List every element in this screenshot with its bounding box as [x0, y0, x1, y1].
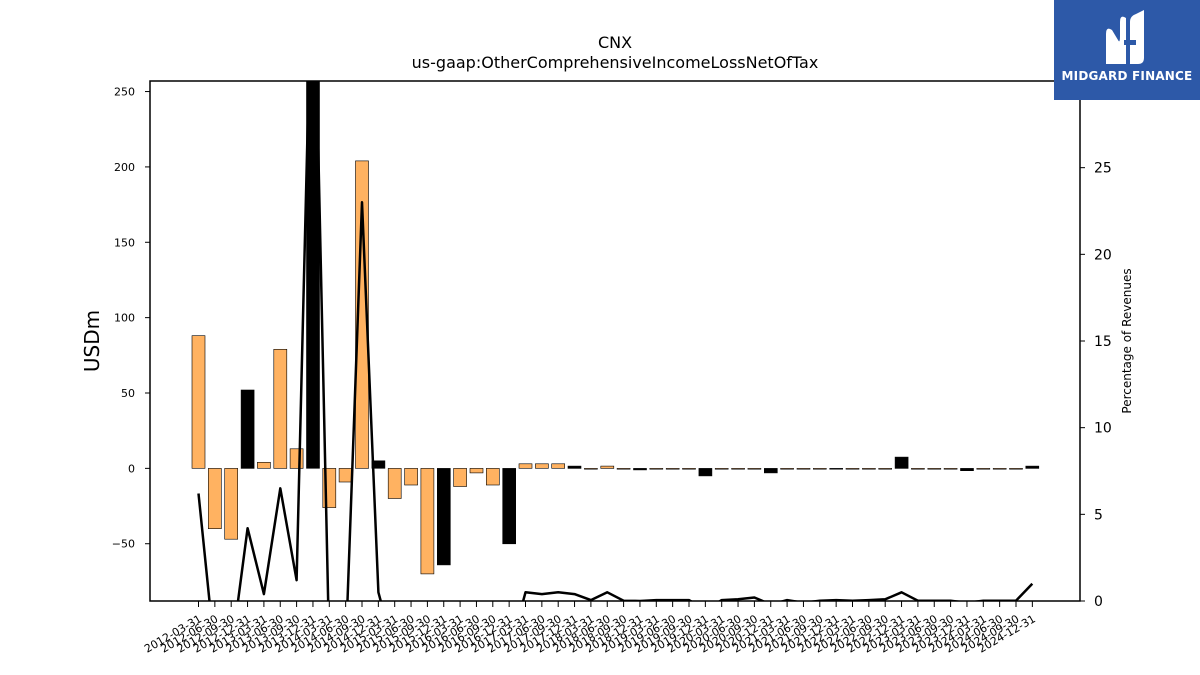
bar [633, 468, 647, 471]
bar [338, 468, 353, 483]
line-group [197, 81, 1034, 601]
y-tick-label: 150 [114, 236, 135, 249]
bar [224, 468, 238, 540]
x-axis: 2012-03-312012-06-302012-09-302012-12-31… [142, 601, 1038, 656]
bar [453, 468, 467, 487]
logo: MIDGARD FINANCE [1054, 0, 1200, 100]
bar [796, 468, 811, 470]
bar [1009, 468, 1023, 470]
y-tick-label: 250 [114, 86, 135, 99]
bar [649, 468, 664, 470]
bar [191, 335, 206, 469]
y-tick-label: −50 [112, 538, 135, 551]
y2-tick-label: 5 [1094, 507, 1103, 523]
y2-tick-label: 10 [1094, 421, 1112, 437]
bar [878, 468, 893, 470]
bar [485, 468, 500, 486]
bar [747, 468, 762, 470]
bar [469, 468, 484, 474]
bar [355, 160, 369, 469]
y2-tick-label: 15 [1094, 334, 1112, 350]
chart-title: CNX [598, 33, 632, 52]
y-tick-label: 50 [121, 387, 135, 400]
bar [960, 468, 974, 471]
bar [551, 463, 566, 469]
y2-tick-label: 25 [1094, 161, 1112, 177]
bar [208, 468, 222, 529]
bar [845, 468, 860, 470]
y2-tick-label: 20 [1094, 247, 1112, 263]
bar [911, 468, 925, 470]
bar [731, 468, 745, 470]
y-axis-label: USDm [80, 310, 104, 372]
y-axis-right: 0 5 10 15 20 25 [1080, 161, 1112, 610]
bar [616, 468, 631, 470]
bar [992, 468, 1007, 470]
bar [502, 468, 517, 545]
bar [829, 468, 844, 470]
bar [812, 468, 827, 470]
y-axis-left: −50 0 50 100 150 200 250 [112, 86, 150, 551]
bar [763, 468, 778, 474]
bar [976, 468, 991, 470]
logo-mark-icon [1106, 10, 1144, 65]
bar [436, 468, 451, 566]
bar [698, 468, 713, 477]
y2-axis-label: Percentage of Revenues [1120, 268, 1134, 413]
bar [289, 448, 304, 469]
bar [518, 463, 533, 469]
bar [927, 468, 942, 470]
pct-of-revenues-line [197, 81, 1034, 601]
bar [943, 468, 958, 470]
bar [600, 465, 615, 469]
bar [894, 456, 909, 469]
bar [257, 461, 271, 469]
chart-subtitle: us-gaap:OtherComprehensiveIncomeLossNetO… [412, 53, 819, 72]
bar [584, 468, 598, 470]
bar [567, 465, 582, 469]
bar [535, 463, 549, 469]
bar [387, 468, 402, 499]
y-tick-label: 200 [114, 161, 135, 174]
bar [1025, 465, 1040, 469]
bar [780, 468, 794, 470]
bar [862, 468, 876, 470]
bar [273, 348, 288, 469]
bar [306, 81, 320, 469]
bar [714, 468, 729, 470]
bar [682, 468, 696, 470]
plot-frame [149, 80, 1081, 602]
y-tick-label: 100 [114, 312, 135, 325]
bar [665, 468, 680, 470]
y-tick-label: 0 [128, 462, 135, 475]
bar [404, 468, 418, 486]
bar [240, 389, 255, 469]
logo-text: MIDGARD FINANCE [1061, 69, 1193, 83]
y2-tick-label: 0 [1094, 594, 1103, 610]
bar [420, 468, 435, 575]
